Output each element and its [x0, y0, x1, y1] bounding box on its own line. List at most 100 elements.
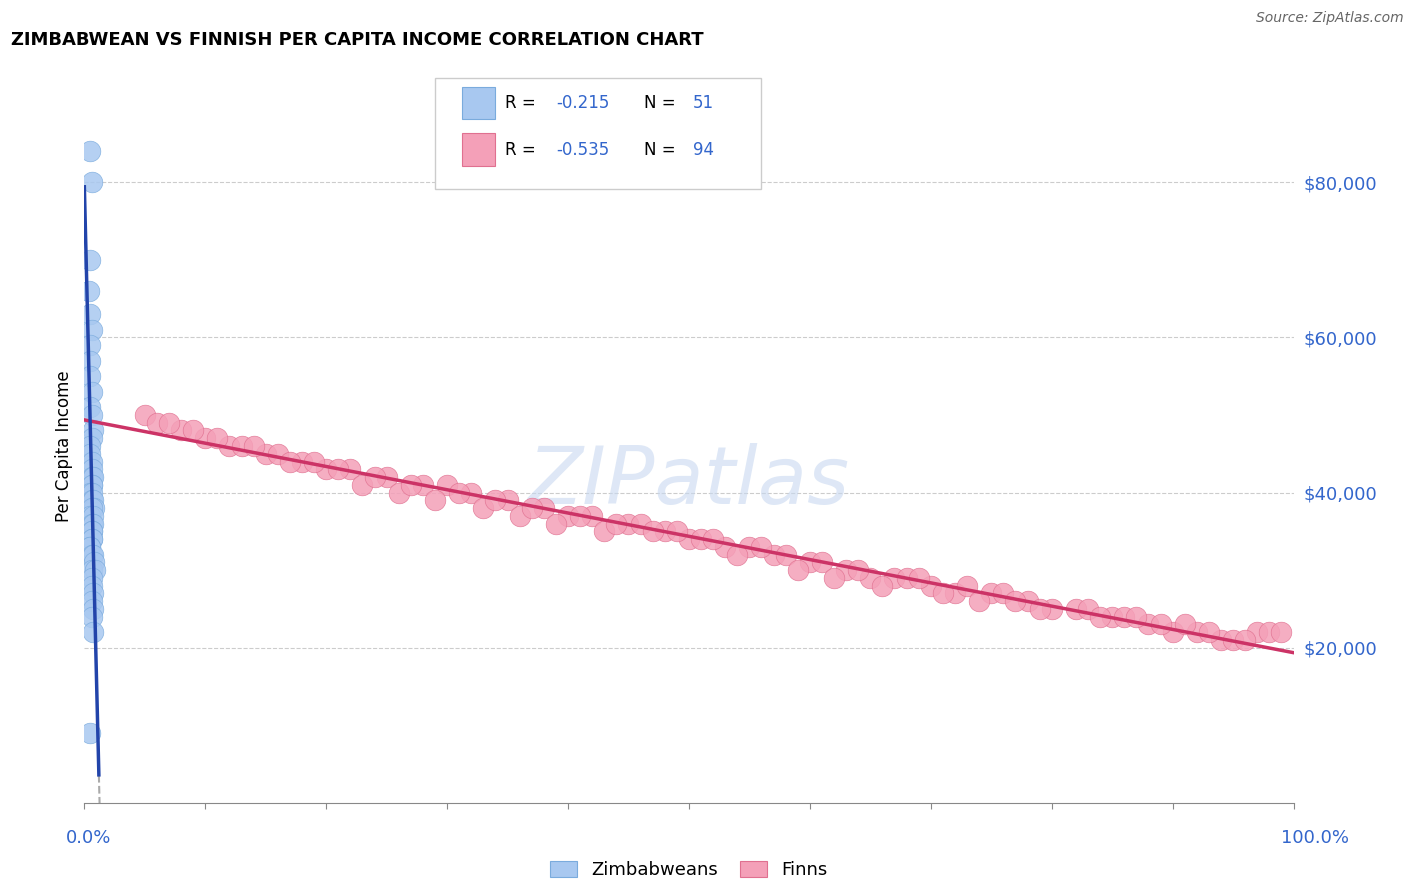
Point [932, 586, 955, 600]
Point [762, 548, 785, 562]
Point [630, 516, 652, 531]
Point [484, 493, 506, 508]
Point [569, 508, 592, 523]
Point [146, 416, 169, 430]
Text: R =: R = [505, 95, 541, 112]
Point [605, 516, 627, 531]
Point [1028, 602, 1050, 616]
Point [449, 485, 471, 500]
Point [509, 508, 531, 523]
Point [775, 548, 797, 562]
Point [678, 532, 700, 546]
Point [339, 462, 361, 476]
Point [872, 579, 894, 593]
Y-axis label: Per Capita Income: Per Capita Income [55, 370, 73, 522]
Point [993, 586, 1015, 600]
Text: Source: ZipAtlas.com: Source: ZipAtlas.com [1256, 12, 1403, 25]
Point [80, 516, 103, 531]
Text: 94: 94 [693, 141, 714, 159]
Text: -0.215: -0.215 [555, 95, 609, 112]
Point [80, 493, 103, 508]
Text: R =: R = [505, 141, 541, 159]
Point [194, 431, 217, 445]
Point [82, 508, 104, 523]
Point [811, 555, 834, 569]
Point [79, 485, 101, 500]
Point [436, 477, 458, 491]
Point [80, 609, 103, 624]
Point [823, 571, 845, 585]
Point [943, 586, 966, 600]
Point [80, 384, 103, 399]
Point [80, 594, 103, 608]
Point [1017, 594, 1039, 608]
Point [82, 493, 104, 508]
Point [82, 602, 104, 616]
Point [80, 501, 103, 516]
Point [267, 447, 290, 461]
Point [907, 571, 929, 585]
Text: ZIPatlas: ZIPatlas [527, 442, 851, 521]
Point [399, 477, 422, 491]
Point [79, 145, 101, 159]
Point [581, 508, 603, 523]
Point [980, 586, 1002, 600]
Point [1125, 609, 1147, 624]
Point [170, 424, 193, 438]
FancyBboxPatch shape [434, 78, 762, 189]
Point [291, 454, 314, 468]
Point [1077, 602, 1099, 616]
Point [79, 447, 101, 461]
Point [1234, 632, 1257, 647]
Point [665, 524, 688, 539]
Text: 51: 51 [693, 95, 714, 112]
Point [883, 571, 905, 585]
Point [786, 563, 808, 577]
Point [593, 524, 616, 539]
Legend: Zimbabweans, Finns: Zimbabweans, Finns [543, 854, 835, 887]
Point [799, 555, 821, 569]
Point [79, 369, 101, 384]
Point [1174, 617, 1197, 632]
Point [79, 401, 101, 415]
Point [82, 516, 104, 531]
Point [1114, 609, 1136, 624]
Point [80, 579, 103, 593]
Point [1137, 617, 1160, 632]
Point [702, 532, 724, 546]
Point [920, 579, 942, 593]
Point [1185, 625, 1208, 640]
Point [1246, 625, 1268, 640]
Point [472, 501, 495, 516]
Point [79, 540, 101, 554]
Point [835, 563, 858, 577]
Point [859, 571, 882, 585]
Point [80, 408, 103, 422]
Point [80, 485, 103, 500]
Point [134, 408, 156, 422]
Point [79, 439, 101, 453]
Point [82, 625, 104, 640]
Point [77, 284, 100, 298]
Text: -0.535: -0.535 [555, 141, 609, 159]
Point [496, 493, 519, 508]
Point [80, 454, 103, 468]
Point [1088, 609, 1111, 624]
Point [896, 571, 918, 585]
FancyBboxPatch shape [461, 134, 495, 166]
Point [82, 586, 104, 600]
Point [80, 548, 103, 562]
Point [79, 508, 101, 523]
Point [80, 524, 103, 539]
Point [157, 416, 180, 430]
Point [254, 447, 277, 461]
Point [1258, 625, 1281, 640]
Point [80, 323, 103, 337]
Point [1064, 602, 1087, 616]
Point [1161, 625, 1184, 640]
Point [80, 532, 103, 546]
Point [641, 524, 664, 539]
Point [181, 424, 204, 438]
Point [80, 175, 103, 189]
Text: ZIMBABWEAN VS FINNISH PER CAPITA INCOME CORRELATION CHART: ZIMBABWEAN VS FINNISH PER CAPITA INCOME … [11, 31, 704, 49]
